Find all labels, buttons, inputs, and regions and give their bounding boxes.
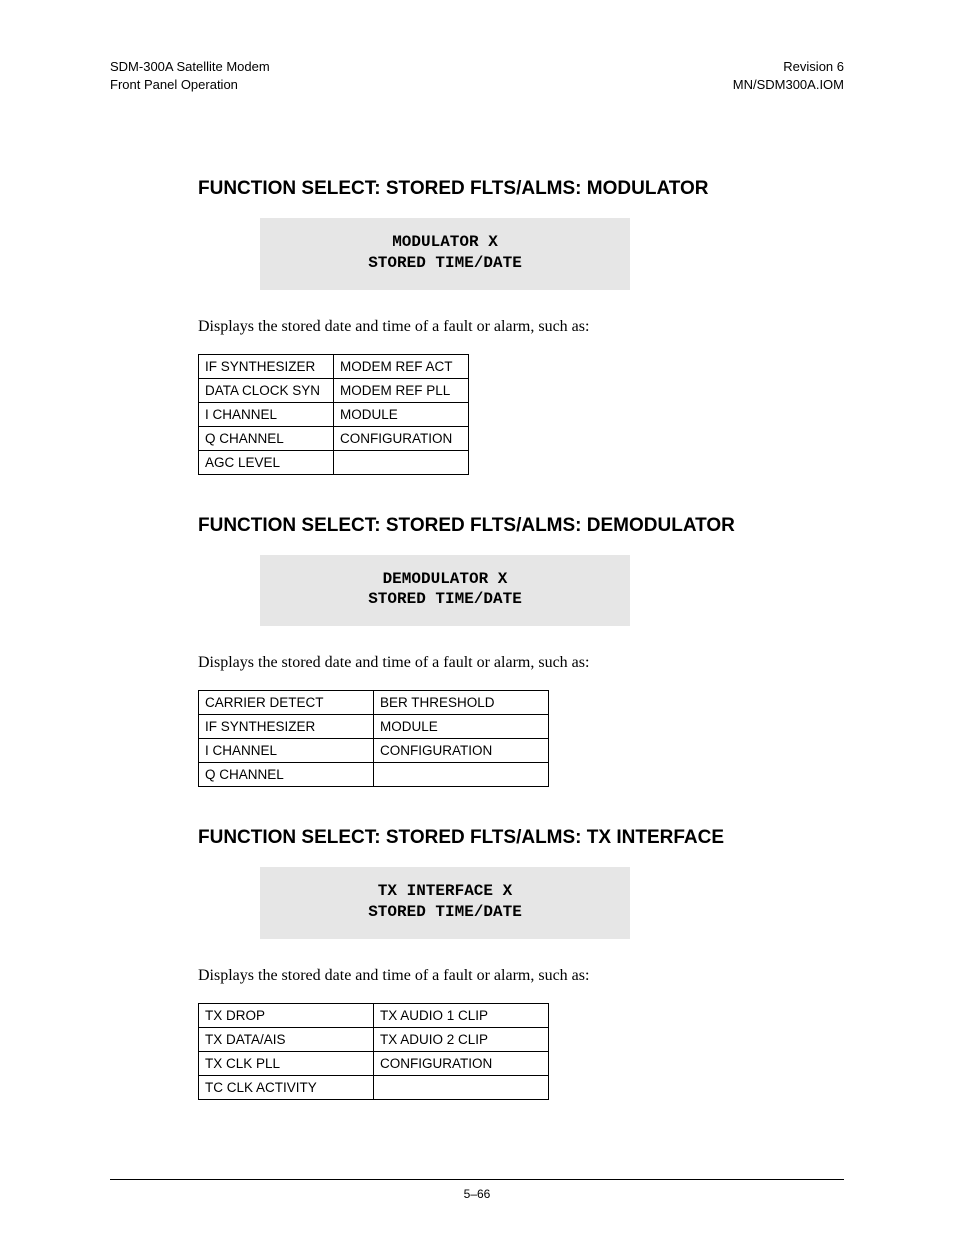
table-row: I CHANNELMODULE <box>199 402 469 426</box>
table-cell: MODEM REF ACT <box>334 354 469 378</box>
table-cell: TX ADUIO 2 CLIP <box>374 1027 549 1051</box>
table-cell: TX DATA/AIS <box>199 1027 374 1051</box>
table-row: TX DATA/AISTX ADUIO 2 CLIP <box>199 1027 549 1051</box>
table-cell <box>334 450 469 474</box>
page: SDM-300A Satellite Modem Front Panel Ope… <box>0 0 954 1235</box>
lcd-line: STORED TIME/DATE <box>260 589 630 610</box>
table-cell <box>374 1075 549 1099</box>
lcd-line: STORED TIME/DATE <box>260 902 630 923</box>
table-cell: TX DROP <box>199 1003 374 1027</box>
table-cell: TX AUDIO 1 CLIP <box>374 1003 549 1027</box>
header-left: SDM-300A Satellite Modem Front Panel Ope… <box>110 58 270 93</box>
param-table-tx-interface: TX DROPTX AUDIO 1 CLIP TX DATA/AISTX ADU… <box>198 1003 549 1100</box>
table-cell: CONFIGURATION <box>374 739 549 763</box>
header-doc-id: MN/SDM300A.IOM <box>733 76 844 94</box>
table-cell: TC CLK ACTIVITY <box>199 1075 374 1099</box>
lcd-display-modulator: MODULATOR X STORED TIME/DATE <box>260 218 630 290</box>
table-row: IF SYNTHESIZERMODEM REF ACT <box>199 354 469 378</box>
table-cell: CARRIER DETECT <box>199 691 374 715</box>
section-heading-demodulator: FUNCTION SELECT: STORED FLTS/ALMS: DEMOD… <box>110 515 844 537</box>
header-doc-title: SDM-300A Satellite Modem <box>110 58 270 76</box>
table-cell: MODEM REF PLL <box>334 378 469 402</box>
table-cell: TX CLK PLL <box>199 1051 374 1075</box>
table-cell: CONFIGURATION <box>374 1051 549 1075</box>
section-heading-modulator: FUNCTION SELECT: STORED FLTS/ALMS: MODUL… <box>110 178 844 200</box>
lcd-line: DEMODULATOR X <box>260 569 630 590</box>
table-row: TX CLK PLLCONFIGURATION <box>199 1051 549 1075</box>
lcd-line: TX INTERFACE X <box>260 881 630 902</box>
table-cell: MODULE <box>334 402 469 426</box>
table-row: TC CLK ACTIVITY <box>199 1075 549 1099</box>
table-cell: AGC LEVEL <box>199 450 334 474</box>
lcd-line: STORED TIME/DATE <box>260 253 630 274</box>
table-cell <box>374 763 549 787</box>
table-cell: MODULE <box>374 715 549 739</box>
footer-rule <box>110 1179 844 1180</box>
table-row: CARRIER DETECTBER THRESHOLD <box>199 691 549 715</box>
table-row: AGC LEVEL <box>199 450 469 474</box>
table-cell: Q CHANNEL <box>199 426 334 450</box>
body-text-tx-interface: Displays the stored date and time of a f… <box>198 967 844 985</box>
table-row: Q CHANNEL <box>199 763 549 787</box>
lcd-line: MODULATOR X <box>260 232 630 253</box>
lcd-display-tx-interface: TX INTERFACE X STORED TIME/DATE <box>260 867 630 939</box>
table-row: IF SYNTHESIZERMODULE <box>199 715 549 739</box>
page-header: SDM-300A Satellite Modem Front Panel Ope… <box>110 58 844 93</box>
table-cell: CONFIGURATION <box>334 426 469 450</box>
param-table-demodulator: CARRIER DETECTBER THRESHOLD IF SYNTHESIZ… <box>198 690 549 787</box>
header-revision: Revision 6 <box>733 58 844 76</box>
body-text-demodulator: Displays the stored date and time of a f… <box>198 654 844 672</box>
body-text-modulator: Displays the stored date and time of a f… <box>198 318 844 336</box>
param-table-modulator: IF SYNTHESIZERMODEM REF ACT DATA CLOCK S… <box>198 354 469 475</box>
header-right: Revision 6 MN/SDM300A.IOM <box>733 58 844 93</box>
lcd-display-demodulator: DEMODULATOR X STORED TIME/DATE <box>260 555 630 627</box>
header-doc-subtitle: Front Panel Operation <box>110 76 270 94</box>
table-cell: I CHANNEL <box>199 739 374 763</box>
table-cell: Q CHANNEL <box>199 763 374 787</box>
table-row: Q CHANNELCONFIGURATION <box>199 426 469 450</box>
table-cell: DATA CLOCK SYN <box>199 378 334 402</box>
table-cell: I CHANNEL <box>199 402 334 426</box>
table-cell: BER THRESHOLD <box>374 691 549 715</box>
table-row: TX DROPTX AUDIO 1 CLIP <box>199 1003 549 1027</box>
page-number: 5–66 <box>0 1187 954 1201</box>
table-cell: IF SYNTHESIZER <box>199 354 334 378</box>
table-row: DATA CLOCK SYNMODEM REF PLL <box>199 378 469 402</box>
table-row: I CHANNELCONFIGURATION <box>199 739 549 763</box>
section-heading-tx-interface: FUNCTION SELECT: STORED FLTS/ALMS: TX IN… <box>110 827 844 849</box>
table-cell: IF SYNTHESIZER <box>199 715 374 739</box>
